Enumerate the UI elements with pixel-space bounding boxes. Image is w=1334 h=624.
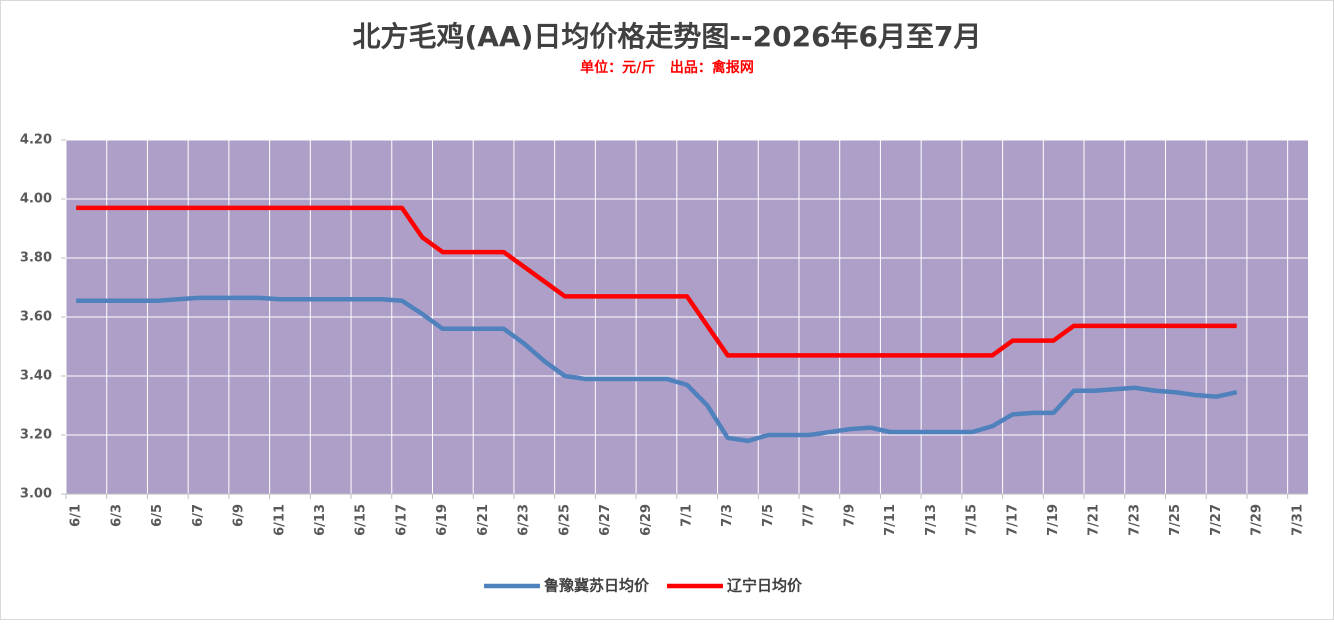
x-tick-label: 7/9 bbox=[842, 504, 857, 527]
x-tick-label: 6/19 bbox=[435, 504, 450, 536]
x-tick-label: 6/27 bbox=[598, 504, 613, 536]
x-tick-label: 6/23 bbox=[517, 504, 532, 536]
series-line bbox=[76, 295, 1238, 444]
x-tick-label: 6/3 bbox=[109, 504, 124, 527]
x-tick-label: 6/5 bbox=[150, 504, 165, 527]
x-tick-label: 7/21 bbox=[1087, 504, 1102, 536]
series-line bbox=[76, 205, 1237, 358]
x-tick-label: 7/31 bbox=[1290, 504, 1305, 536]
x-tick-label: 6/15 bbox=[354, 504, 369, 536]
x-tick-label: 6/25 bbox=[557, 504, 572, 536]
x-tick-label: 6/9 bbox=[232, 504, 247, 527]
y-tick-label: 3.60 bbox=[20, 310, 52, 325]
x-tick-label: 6/7 bbox=[191, 504, 206, 527]
x-tick-label: 7/3 bbox=[720, 504, 735, 527]
x-tick-label: 7/1 bbox=[680, 504, 695, 527]
x-tick-label: 7/29 bbox=[1250, 504, 1265, 536]
x-tick-label: 6/11 bbox=[272, 504, 287, 536]
y-tick-label: 3.20 bbox=[20, 428, 52, 443]
x-tick-label: 7/5 bbox=[761, 504, 776, 527]
x-tick-label: 7/11 bbox=[883, 504, 898, 536]
x-tick-label: 7/17 bbox=[1005, 504, 1020, 536]
x-tick-label: 6/1 bbox=[69, 504, 84, 527]
x-tick-label: 7/13 bbox=[924, 504, 939, 536]
legend-label: 辽宁日均价 bbox=[727, 577, 803, 595]
x-tick-label: 6/17 bbox=[394, 504, 409, 536]
x-tick-label: 6/21 bbox=[476, 504, 491, 536]
y-tick-label: 4.00 bbox=[20, 192, 52, 207]
y-tick-label: 3.80 bbox=[20, 251, 52, 266]
y-tick-label: 3.00 bbox=[20, 487, 52, 502]
chart-subtitle: 单位：元/斤 出品：禽报网 bbox=[580, 59, 754, 76]
x-tick-label: 7/15 bbox=[965, 504, 980, 536]
x-tick-label: 6/13 bbox=[313, 504, 328, 536]
x-tick-label: 7/27 bbox=[1209, 504, 1224, 536]
chart-title: 北方毛鸡(AA)日均价格走势图--2026年6月至7月 bbox=[352, 20, 981, 53]
y-tick-label: 4.20 bbox=[20, 133, 52, 148]
x-tick-label: 7/7 bbox=[802, 504, 817, 527]
x-tick-label: 6/29 bbox=[639, 504, 654, 536]
x-tick-label: 7/23 bbox=[1127, 504, 1142, 536]
y-tick-label: 3.40 bbox=[20, 369, 52, 384]
x-tick-label: 7/19 bbox=[1046, 504, 1061, 536]
legend-label: 鲁豫冀苏日均价 bbox=[544, 577, 650, 595]
x-tick-label: 7/25 bbox=[1168, 504, 1183, 536]
